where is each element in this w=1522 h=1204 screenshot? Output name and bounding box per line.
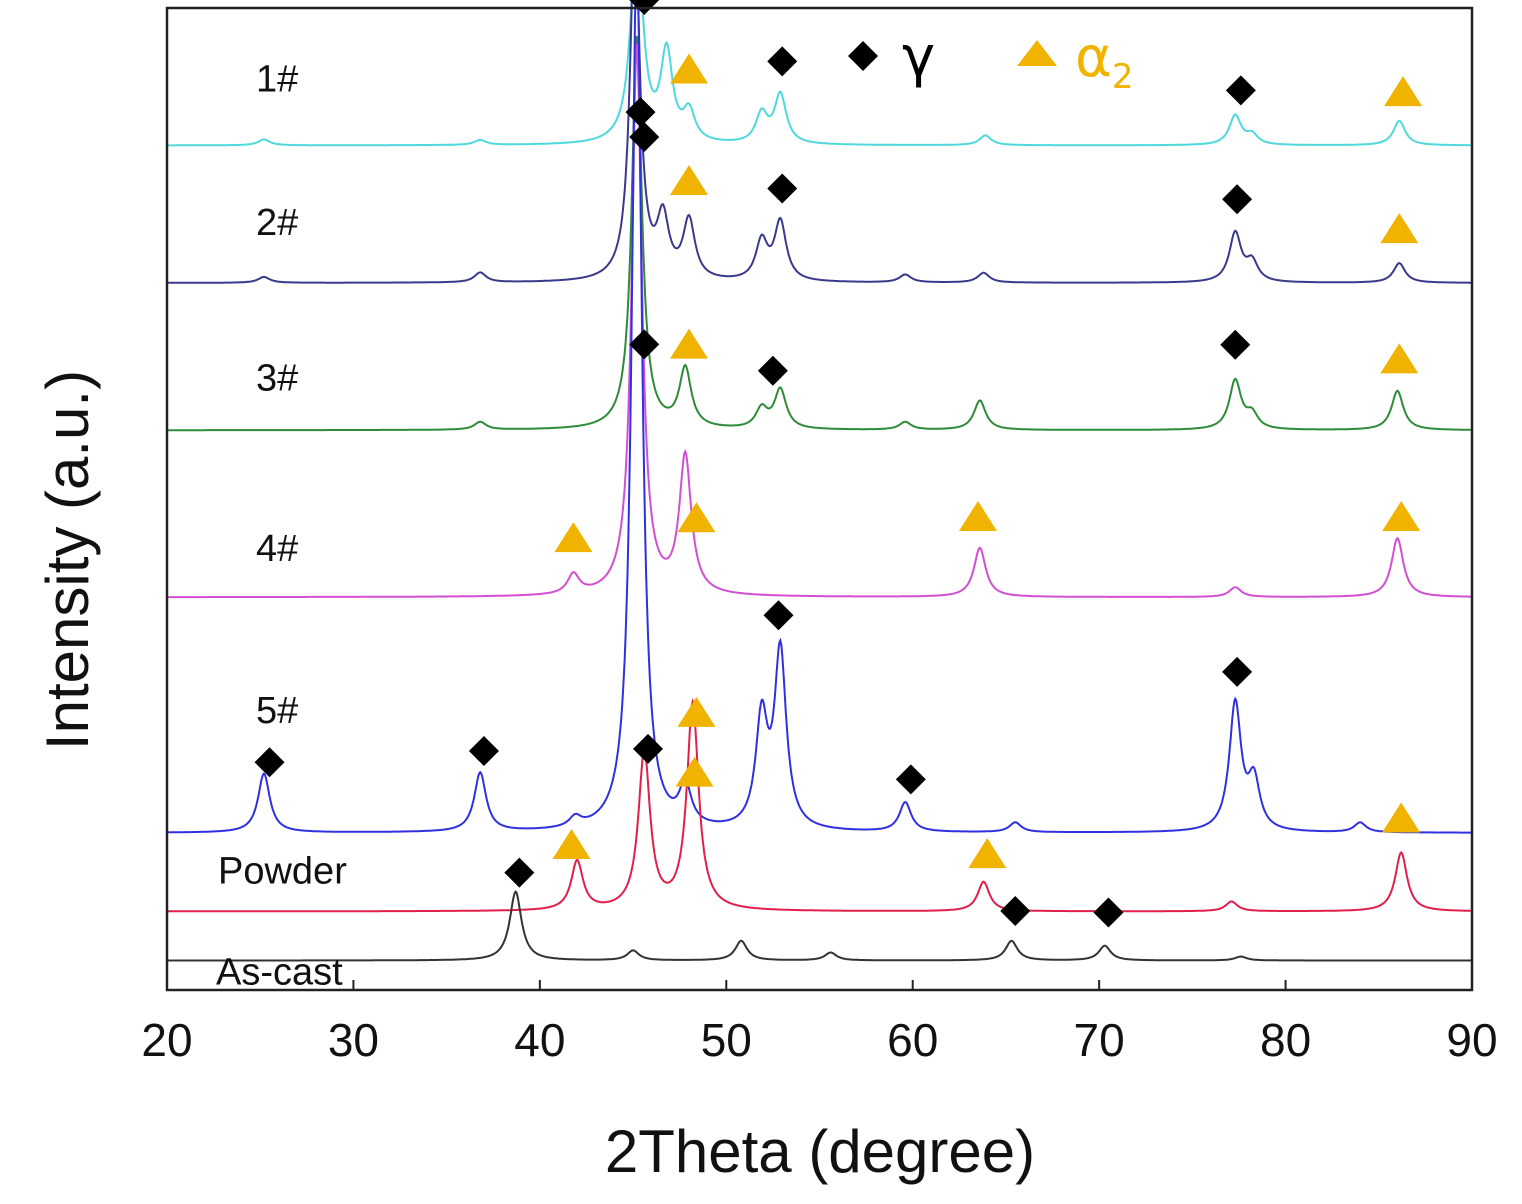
series-trace-1 [167,0,1472,147]
phase-marker-5-gamma-6 [1222,656,1253,687]
series-label-2: 2# [256,202,298,244]
phase-marker-as-cast-gamma-2 [1093,897,1124,928]
phase-marker-1-gamma-3 [1225,75,1256,106]
plot-frame [165,6,1474,992]
x-tick-label-60: 60 [887,1014,938,1066]
series-trace-as-cast [167,890,1472,962]
series-label-as-cast: As-cast [216,952,343,994]
phase-marker-3-alpha2-1 [670,328,708,359]
series-layer [167,0,1472,962]
series-trace-2 [167,0,1472,284]
x-tick-label-70: 70 [1074,1014,1125,1066]
legend-alpha2-label: α2 [1075,25,1134,97]
phase-marker-powder-alpha2-3 [968,838,1007,869]
legend-gamma-label: γ [902,25,935,90]
phase-marker-4-alpha2-3 [958,501,997,532]
phase-marker-2-gamma-0 [629,122,660,153]
phase-marker-powder-alpha2-4 [1382,802,1421,833]
x-tick-label-50: 50 [701,1014,752,1066]
legend-gamma-marker [848,41,878,71]
phase-marker-5-gamma-2 [631,0,646,7]
series-label-5: 5# [256,690,298,732]
phase-marker-3-gamma-2 [757,355,788,386]
series-label-4: 4# [256,528,298,570]
series-label-powder: Powder [218,850,347,892]
phase-marker-2-gamma-3 [1222,184,1253,215]
legend: γ α2 [848,25,1134,97]
phase-marker-4-alpha2-2 [677,502,716,533]
phase-marker-3-alpha2-4 [1380,343,1419,374]
phase-marker-5-gamma-5 [895,764,926,795]
phase-marker-3-gamma-3 [1220,329,1251,360]
phase-marker-powder-gamma-1 [632,733,663,764]
phase-marker-5-gamma-1 [468,736,499,767]
phase-marker-1-alpha2-1 [670,53,708,84]
phase-marker-powder-alpha2-2 [677,696,716,727]
series-label-layer: 1# 2# 3# 4# 5# Powder As-cast [216,58,347,993]
series-trace-5 [167,0,1472,834]
phase-marker-2-gamma-2 [767,173,798,204]
phase-marker-4-alpha2-1 [554,522,593,553]
phase-marker-4-alpha2-4 [1382,500,1421,531]
phase-marker-layer [254,0,1423,928]
series-trace-3 [167,35,1472,432]
x-tick-label-80: 80 [1260,1014,1311,1066]
phase-marker-as-cast-gamma-1 [1000,896,1031,927]
phase-marker-1-gamma-2 [767,46,798,77]
series-trace-4 [167,44,1472,599]
phase-marker-5-gamma-0 [254,747,285,778]
x-tick-layer: 20 30 40 50 60 70 80 90 [141,980,1498,1066]
x-tick-label-30: 30 [328,1014,379,1066]
series-trace-powder [167,697,1472,913]
x-tick-label-90: 90 [1446,1014,1497,1066]
phase-marker-4-gamma-0 [629,329,660,360]
phase-marker-2-alpha2-1 [670,164,708,195]
x-axis-title: 2Theta (degree) [605,1118,1035,1185]
legend-alpha2-marker [1017,40,1057,66]
phase-marker-3-gamma-0 [625,97,656,128]
x-tick-label-20: 20 [141,1014,192,1066]
phase-marker-5-gamma-3 [763,600,794,631]
phase-marker-as-cast-gamma-0 [504,857,535,888]
y-axis-title: Intensity (a.u.) [34,370,101,750]
x-tick-label-40: 40 [514,1014,565,1066]
series-label-1: 1# [256,58,298,100]
series-label-3: 3# [256,357,298,399]
phase-marker-5-alpha2-4 [675,756,714,787]
legend-alpha2-subscript: 2 [1112,57,1134,97]
phase-marker-1-alpha2-4 [1384,76,1423,107]
phase-marker-2-alpha2-4 [1380,213,1419,244]
legend-alpha2-symbol: α [1075,25,1112,90]
phase-marker-powder-alpha2-0 [552,828,591,859]
